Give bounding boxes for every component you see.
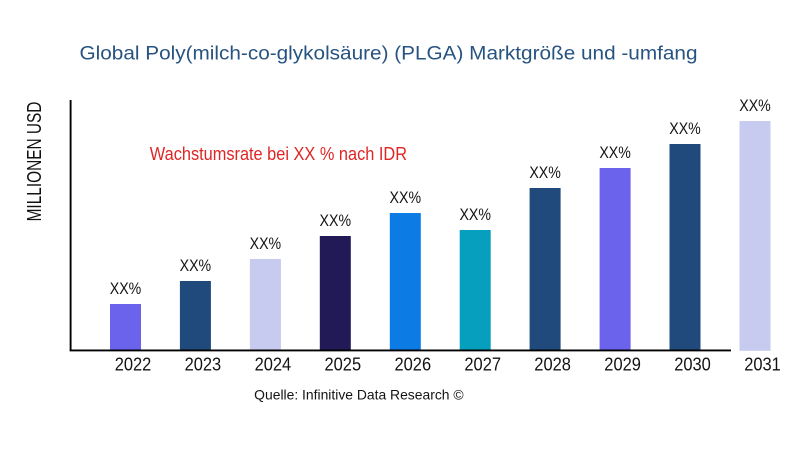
svg-text:XX%: XX% — [529, 163, 561, 182]
svg-text:XX%: XX% — [250, 234, 282, 253]
svg-text:2030: 2030 — [674, 354, 711, 374]
svg-text:2029: 2029 — [604, 354, 641, 374]
svg-text:MILLIONEN USD: MILLIONEN USD — [24, 102, 46, 222]
svg-text:2028: 2028 — [534, 354, 571, 374]
svg-text:2023: 2023 — [185, 354, 222, 374]
svg-text:2026: 2026 — [395, 354, 432, 374]
svg-text:XX%: XX% — [390, 188, 422, 207]
svg-text:2024: 2024 — [255, 354, 292, 374]
svg-text:XX%: XX% — [110, 279, 142, 298]
svg-text:2027: 2027 — [464, 354, 501, 374]
svg-text:XX%: XX% — [459, 205, 491, 224]
svg-text:XX%: XX% — [739, 96, 771, 115]
svg-text:2025: 2025 — [325, 354, 362, 374]
svg-text:2031: 2031 — [744, 354, 781, 374]
svg-text:Global Poly(milch-co-glykolsäu: Global Poly(milch-co-glykolsäure) (PLGA)… — [80, 43, 698, 65]
svg-text:2022: 2022 — [115, 354, 152, 374]
svg-text:XX%: XX% — [669, 119, 701, 138]
svg-text:XX%: XX% — [180, 256, 212, 275]
svg-text:XX%: XX% — [320, 211, 352, 230]
svg-text:Wachstumsrate bei XX % nach ID: Wachstumsrate bei XX % nach IDR — [150, 144, 407, 164]
svg-text:Quelle: Infinitive Data Resear: Quelle: Infinitive Data Research © — [254, 388, 463, 403]
svg-text:XX%: XX% — [599, 143, 631, 162]
